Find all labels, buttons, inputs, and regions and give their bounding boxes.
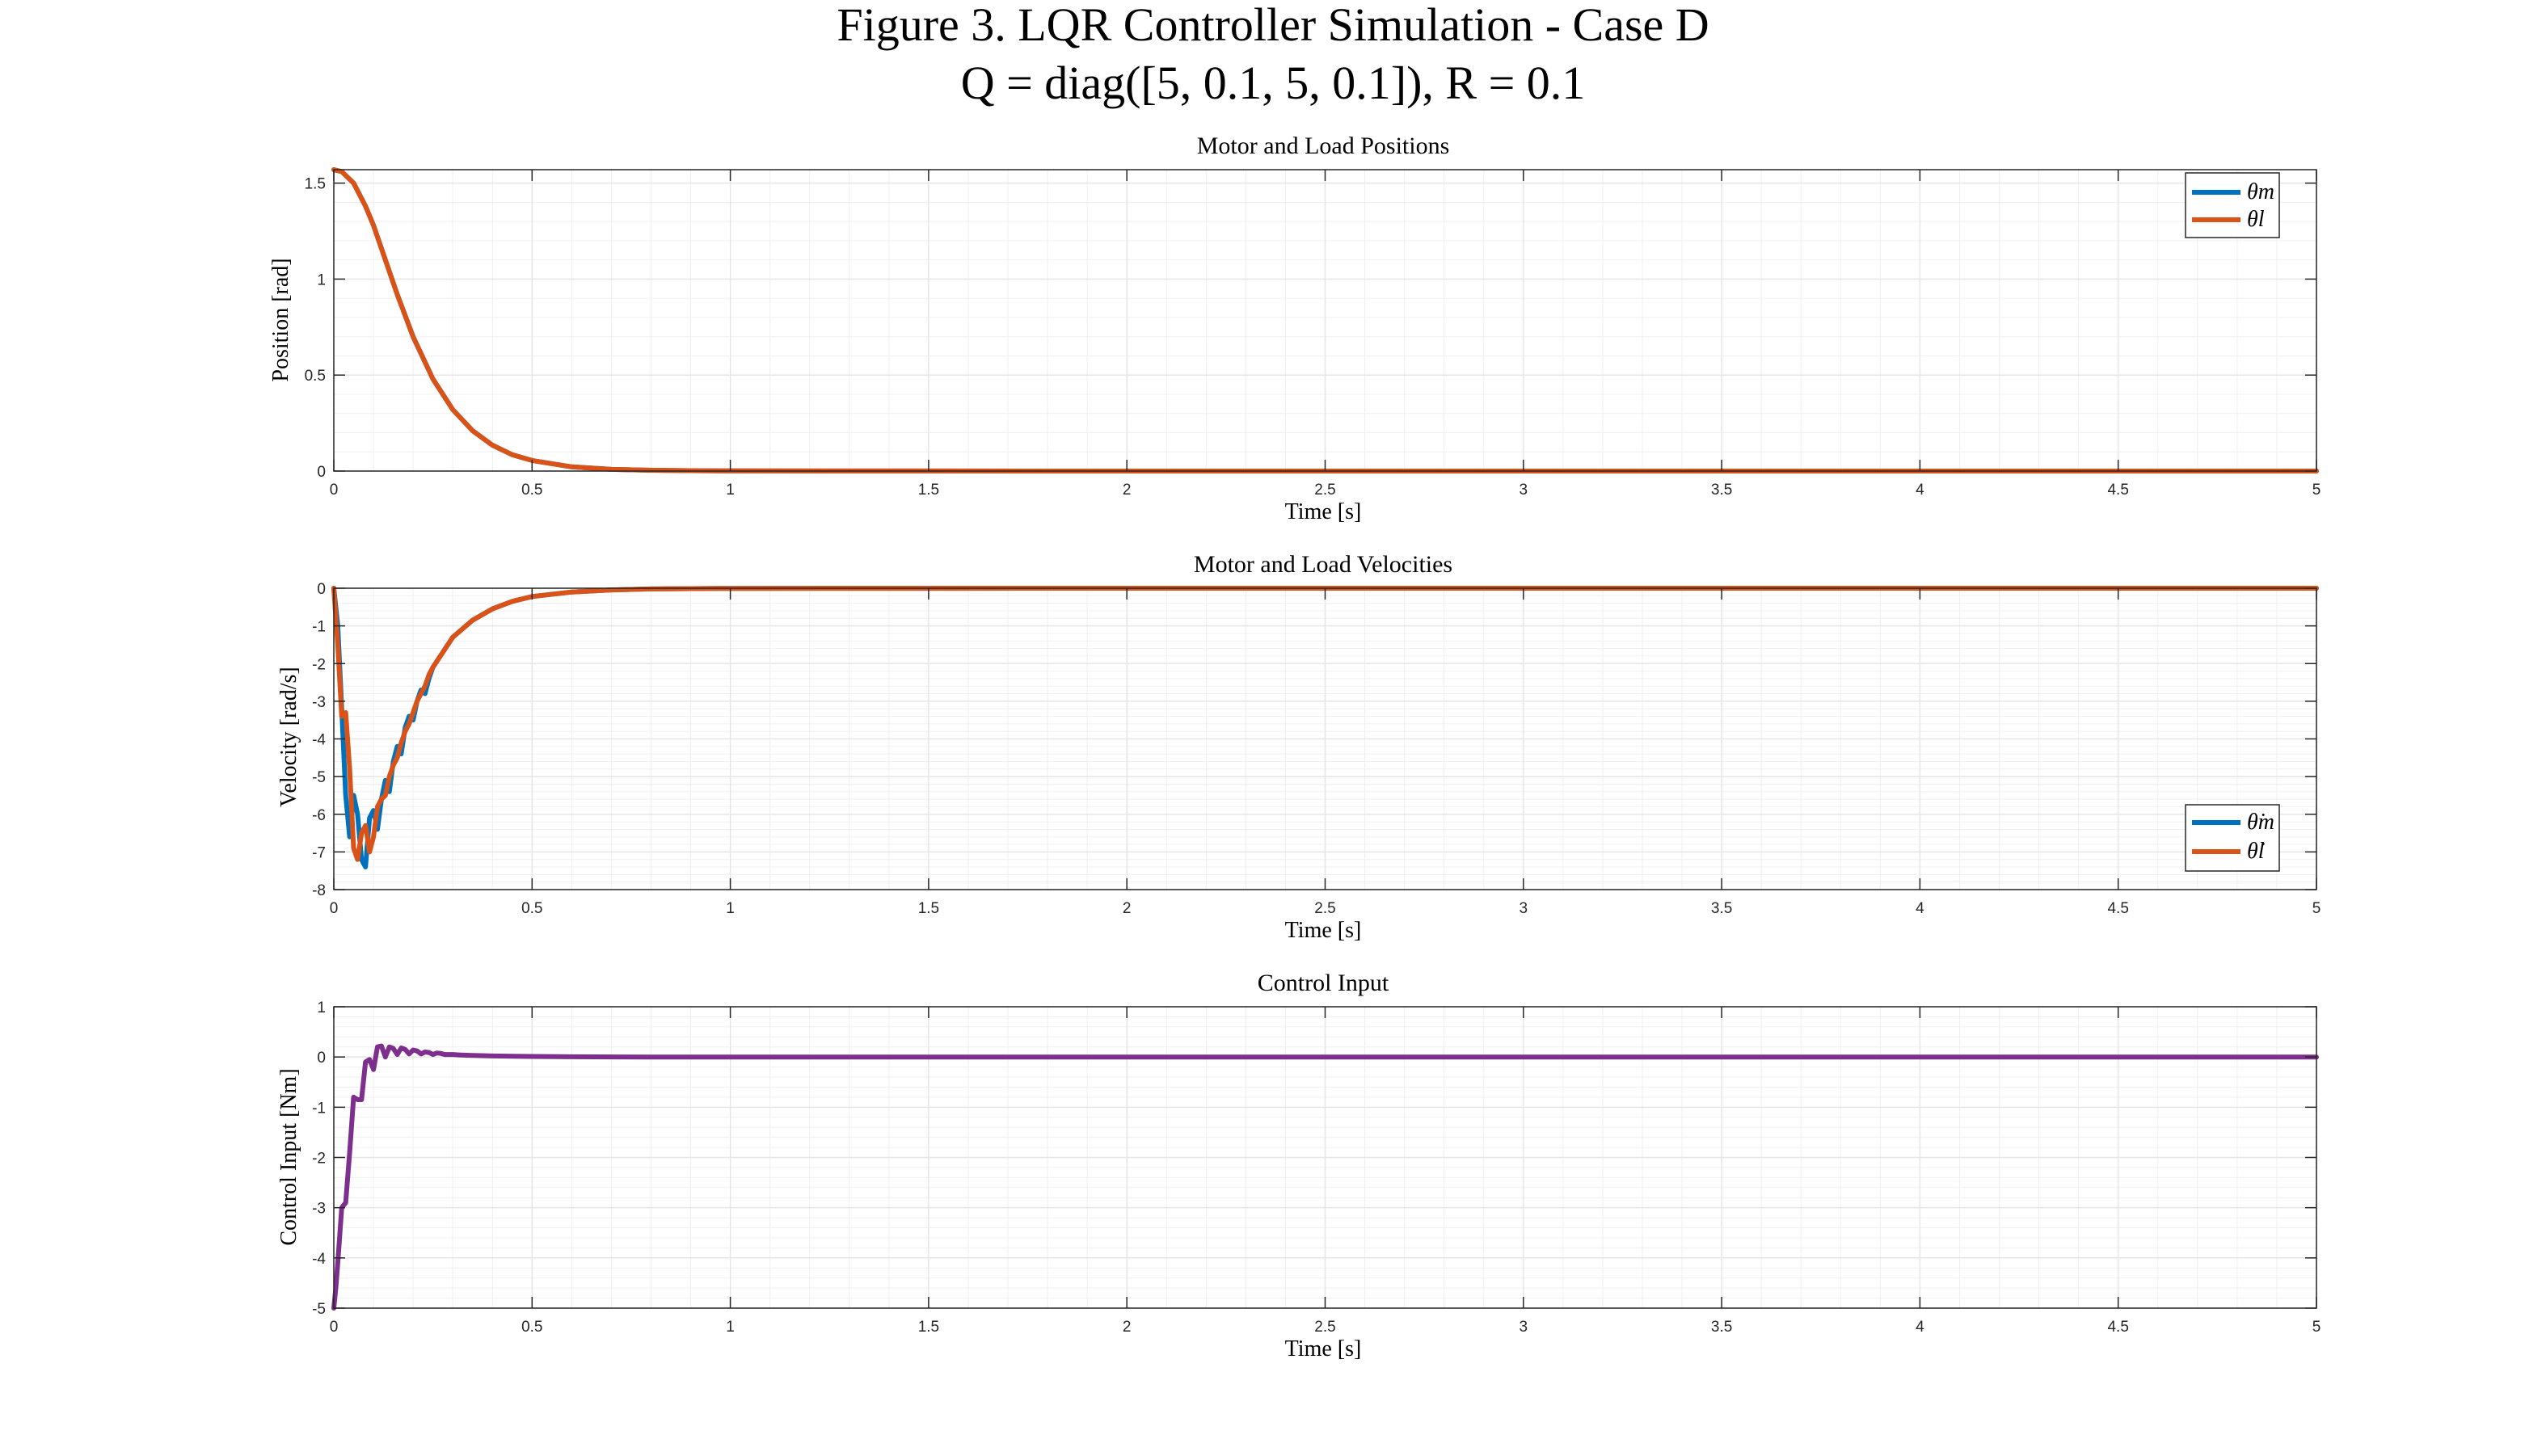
legend-label-theta-m: θm xyxy=(2247,179,2274,204)
x-tick-label: 2.5 xyxy=(1314,482,1335,499)
x-tick-label: 2 xyxy=(1123,900,1132,917)
subplot-velocities: Motor and Load Velocities Time [s] Veloc… xyxy=(276,551,2320,943)
subplot-title: Motor and Load Positions xyxy=(1197,133,1450,159)
x-tick-label: 4.5 xyxy=(2107,900,2128,917)
x-tick-label: 0 xyxy=(330,482,339,499)
x-tick-label: 3.5 xyxy=(1711,482,1732,499)
x-tick-label: 1 xyxy=(726,482,735,499)
figure-title-line1: Figure 3. LQR Controller Simulation - Ca… xyxy=(837,0,1709,51)
legend-label-theta-m-dot: θ̇m xyxy=(2247,810,2274,835)
x-tick-label: 2 xyxy=(1123,1319,1132,1336)
y-axis-label: Control Input [Nm] xyxy=(276,1068,301,1245)
x-tick-label: 0.5 xyxy=(521,482,542,499)
y-tick-label: -2 xyxy=(312,656,326,673)
series-line-0 xyxy=(331,1043,2319,1311)
legend: θ̇m θ̇l xyxy=(2185,804,2280,872)
y-tick-label: -1 xyxy=(312,1100,326,1117)
x-tick-label: 5 xyxy=(2312,900,2321,917)
subplot-title: Control Input xyxy=(1258,970,1389,996)
legend-box xyxy=(2185,172,2280,238)
plot-area: 0 0.5 1 1.5 2 2.5 3 3.5 4 4.5 5 -8 -7 -6 -5 -4 -3 -2 -1 0 xyxy=(312,581,2320,917)
x-tick-label: 3.5 xyxy=(1711,1319,1732,1336)
plot-area: 0 0.5 1 1.5 2 2.5 3 3.5 4 4.5 5 0 0.5 1 1.5 xyxy=(305,167,2321,499)
legend-box xyxy=(2185,804,2280,872)
x-tick-label: 2.5 xyxy=(1314,900,1335,917)
y-tick-label: -7 xyxy=(312,844,326,861)
subplot-control-input: Control Input Time [s] Control Input [Nm… xyxy=(276,970,2320,1361)
y-tick-label: 0 xyxy=(317,1050,326,1067)
y-tick-label: 0 xyxy=(317,464,326,481)
y-tick-label: -3 xyxy=(312,694,326,711)
subplot-title: Motor and Load Velocities xyxy=(1194,551,1452,578)
y-tick-label: -6 xyxy=(312,807,326,824)
legend-label-theta-l-dot: θ̇l xyxy=(2247,839,2265,864)
x-tick-label: 3 xyxy=(1520,482,1528,499)
x-tick-label: 4 xyxy=(1916,900,1924,917)
y-tick-label: 1 xyxy=(317,999,326,1016)
x-tick-label: 3.5 xyxy=(1711,900,1732,917)
y-tick-label: 0.5 xyxy=(305,368,326,385)
y-tick-label: -5 xyxy=(312,769,326,786)
y-tick-label: -8 xyxy=(312,882,326,899)
y-axis-label: Velocity [rad/s] xyxy=(276,667,301,806)
x-tick-label: 0 xyxy=(330,1319,339,1336)
y-tick-label: 0 xyxy=(317,581,326,598)
y-tick-label: 1 xyxy=(317,271,326,288)
y-tick-label: -4 xyxy=(312,732,326,749)
x-tick-label: 0 xyxy=(330,900,339,917)
series-line-1 xyxy=(331,586,2319,862)
legend: θm θl xyxy=(2185,172,2280,238)
y-axis-label: Position [rad] xyxy=(268,258,293,381)
x-tick-label: 2 xyxy=(1123,482,1132,499)
x-axis-label: Time [s] xyxy=(1285,918,1362,943)
x-tick-label: 4 xyxy=(1916,482,1924,499)
x-tick-label: 1.5 xyxy=(918,1319,939,1336)
y-tick-label: -3 xyxy=(312,1201,326,1218)
x-tick-label: 4.5 xyxy=(2107,1319,2128,1336)
x-tick-label: 5 xyxy=(2312,1319,2321,1336)
x-tick-label: 1 xyxy=(726,1319,735,1336)
y-tick-label: -2 xyxy=(312,1151,326,1168)
subplot-positions: Motor and Load Positions Time [s] Positi… xyxy=(268,133,2320,524)
x-tick-label: 2.5 xyxy=(1314,1319,1335,1336)
legend-label-theta-l: θl xyxy=(2247,207,2265,232)
y-tick-label: -5 xyxy=(312,1301,326,1318)
x-tick-label: 3 xyxy=(1520,1319,1528,1336)
x-axis-label: Time [s] xyxy=(1285,1336,1362,1361)
x-tick-label: 0.5 xyxy=(521,900,542,917)
x-tick-label: 4.5 xyxy=(2107,482,2128,499)
x-tick-label: 4 xyxy=(1916,1319,1924,1336)
plot-area: 0 0.5 1 1.5 2 2.5 3 3.5 4 4.5 5 -5 -4 -3 -2 -1 0 1 xyxy=(312,999,2320,1336)
x-tick-label: 5 xyxy=(2312,482,2321,499)
x-tick-label: 1.5 xyxy=(918,482,939,499)
x-tick-label: 1.5 xyxy=(918,900,939,917)
y-tick-label: 1.5 xyxy=(305,176,326,193)
figure-title-line2: Q = diag([5, 0.1, 5, 0.1]), R = 0.1 xyxy=(961,57,1586,109)
x-tick-label: 0.5 xyxy=(521,1319,542,1336)
y-tick-label: -1 xyxy=(312,619,326,636)
x-tick-label: 1 xyxy=(726,900,735,917)
x-tick-label: 3 xyxy=(1520,900,1528,917)
y-tick-label: -4 xyxy=(312,1251,326,1268)
x-axis-label: Time [s] xyxy=(1285,499,1362,524)
